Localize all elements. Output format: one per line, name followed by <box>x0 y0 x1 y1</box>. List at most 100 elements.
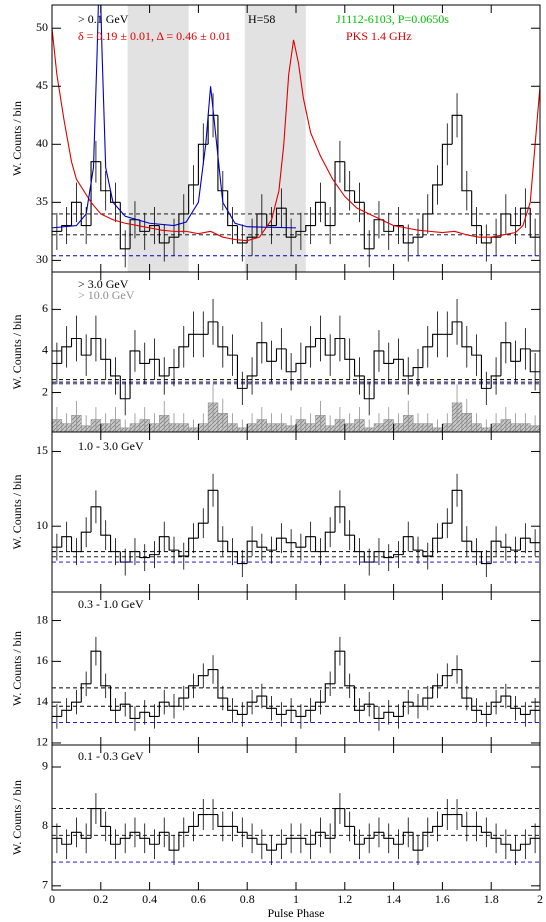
histogram-step <box>168 367 179 376</box>
histogram-step <box>480 551 492 565</box>
histogram-step <box>324 531 336 552</box>
histogram-step <box>188 537 199 557</box>
histogram-step <box>480 710 492 715</box>
histogram-step <box>529 709 540 715</box>
y-tick-label: 50 <box>36 20 48 34</box>
histogram-step <box>305 536 316 548</box>
histogram-step <box>266 696 277 709</box>
y-tick-label: 45 <box>36 78 48 92</box>
histogram-step <box>90 161 101 226</box>
histogram-step <box>412 536 423 551</box>
y-tick-label: 6 <box>42 301 48 315</box>
histogram-step <box>314 536 326 553</box>
histogram-step <box>402 225 414 244</box>
histogram-step <box>422 213 433 238</box>
panel: 7 8 9 0 0.2 0.4 0.6 0.8 1 1.2 1.4 1.6 1.8 2 W. Counts … <box>10 744 543 906</box>
histogram-step <box>422 346 433 368</box>
x-tick-label: 0.8 <box>240 892 255 906</box>
histogram-step <box>471 541 482 553</box>
histogram-step <box>275 708 287 715</box>
histogram-step <box>354 685 365 711</box>
histogram-step <box>90 650 101 684</box>
histogram-step <box>519 537 531 551</box>
histogram-step <box>383 832 394 839</box>
histogram-step <box>393 838 404 845</box>
histogram-step <box>441 813 453 827</box>
histogram-step <box>344 161 355 192</box>
histogram-step <box>402 359 414 377</box>
annotation: H=58 <box>248 12 275 26</box>
histogram-step <box>412 367 423 376</box>
histogram-step <box>500 342 511 376</box>
histogram-step <box>100 161 111 192</box>
histogram-step <box>178 346 189 368</box>
histogram-step <box>334 650 345 684</box>
histogram-step <box>139 832 150 839</box>
histogram-step <box>412 832 423 851</box>
histogram-step <box>70 701 82 711</box>
histogram-step <box>295 710 306 717</box>
histogram-step <box>227 190 238 227</box>
histogram-step <box>363 703 375 711</box>
histogram-step <box>344 808 355 827</box>
histogram-step <box>158 701 170 717</box>
histogram-step <box>188 825 199 833</box>
y-tick-label: 9 <box>42 759 48 773</box>
histogram-step <box>305 346 316 364</box>
panel: 10 15 W. Counts / bin 1.0 - 3.0 GeV <box>10 431 541 593</box>
histogram-step <box>461 669 472 699</box>
histogram-step <box>422 697 433 707</box>
histogram-step <box>168 536 179 551</box>
histogram-step <box>100 506 111 536</box>
histogram-step <box>334 337 345 356</box>
histogram-step <box>178 697 189 707</box>
histogram-step <box>490 701 501 715</box>
histogram-step <box>207 489 218 524</box>
panel-frame <box>51 591 541 746</box>
histogram-step <box>227 346 238 356</box>
histogram-step <box>373 831 384 839</box>
histogram-step <box>188 333 199 347</box>
histogram-step <box>217 669 228 699</box>
profile-line <box>52 5 297 229</box>
histogram-step <box>354 826 365 845</box>
annotation: δ = 0.19 ± 0.01, Δ = 0.46 ± 0.01 <box>78 29 231 43</box>
y-tick-label: 14 <box>36 694 48 708</box>
histogram-step <box>490 540 501 564</box>
annotation: 0.1 - 0.3 GeV <box>78 749 144 763</box>
y-tick-label: 12 <box>36 735 48 749</box>
histogram-step <box>168 236 179 243</box>
histogram-step <box>90 337 101 356</box>
plot-area <box>52 636 540 731</box>
histogram-step <box>266 844 277 851</box>
y-tick-label: 18 <box>36 612 48 626</box>
histogram-step <box>344 338 355 360</box>
histogram-step <box>158 225 170 244</box>
histogram-step <box>500 838 511 845</box>
histogram-step <box>519 207 531 226</box>
histogram-step <box>256 838 267 845</box>
plot-area <box>52 299 540 432</box>
histogram-step <box>80 202 92 227</box>
histogram-step <box>490 375 501 389</box>
histogram-step <box>461 814 472 827</box>
histogram-step <box>432 685 443 699</box>
histogram-step <box>393 554 404 558</box>
histogram-step <box>236 355 248 389</box>
histogram-step <box>500 541 511 548</box>
histogram-step <box>70 831 82 845</box>
histogram-step <box>129 704 140 720</box>
histogram-step <box>178 831 189 851</box>
histogram-step <box>207 668 218 676</box>
y-tick-label: 16 <box>36 653 48 667</box>
histogram-step <box>490 832 501 839</box>
histogram-step <box>363 375 375 400</box>
histogram-step <box>139 350 150 364</box>
shaded-region <box>127 5 189 272</box>
histogram-step <box>149 712 160 717</box>
histogram-step <box>246 375 257 389</box>
histogram-step <box>119 703 131 711</box>
histogram-step <box>451 114 462 145</box>
histogram-step <box>266 213 277 227</box>
y-tick-label: 8 <box>42 818 48 832</box>
